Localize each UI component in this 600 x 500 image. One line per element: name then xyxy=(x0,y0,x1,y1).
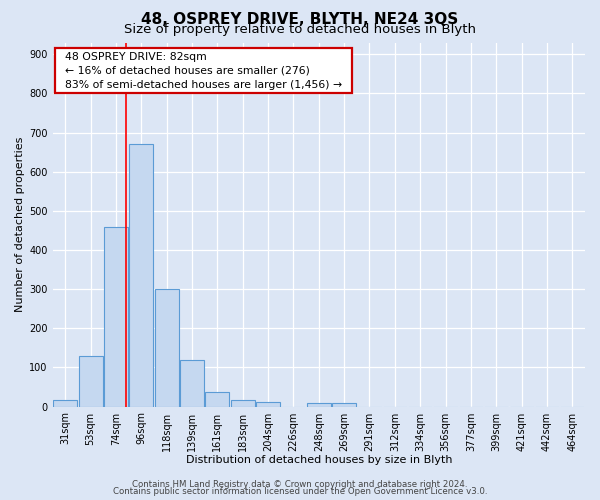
X-axis label: Distribution of detached houses by size in Blyth: Distribution of detached houses by size … xyxy=(185,455,452,465)
Bar xyxy=(53,400,77,406)
Text: 48, OSPREY DRIVE, BLYTH, NE24 3QS: 48, OSPREY DRIVE, BLYTH, NE24 3QS xyxy=(142,12,458,28)
Bar xyxy=(256,402,280,406)
Y-axis label: Number of detached properties: Number of detached properties xyxy=(15,137,25,312)
Text: Contains public sector information licensed under the Open Government Licence v3: Contains public sector information licen… xyxy=(113,487,487,496)
Text: 48 OSPREY DRIVE: 82sqm
  ← 16% of detached houses are smaller (276)
  83% of sem: 48 OSPREY DRIVE: 82sqm ← 16% of detached… xyxy=(58,52,349,90)
Text: Contains HM Land Registry data © Crown copyright and database right 2024.: Contains HM Land Registry data © Crown c… xyxy=(132,480,468,489)
Text: Size of property relative to detached houses in Blyth: Size of property relative to detached ho… xyxy=(124,22,476,36)
Bar xyxy=(129,144,154,406)
Bar xyxy=(205,392,229,406)
Bar xyxy=(79,356,103,406)
Bar xyxy=(155,289,179,406)
Bar xyxy=(104,226,128,406)
Bar xyxy=(307,402,331,406)
Bar xyxy=(332,402,356,406)
Bar xyxy=(230,400,255,406)
Bar xyxy=(180,360,204,406)
